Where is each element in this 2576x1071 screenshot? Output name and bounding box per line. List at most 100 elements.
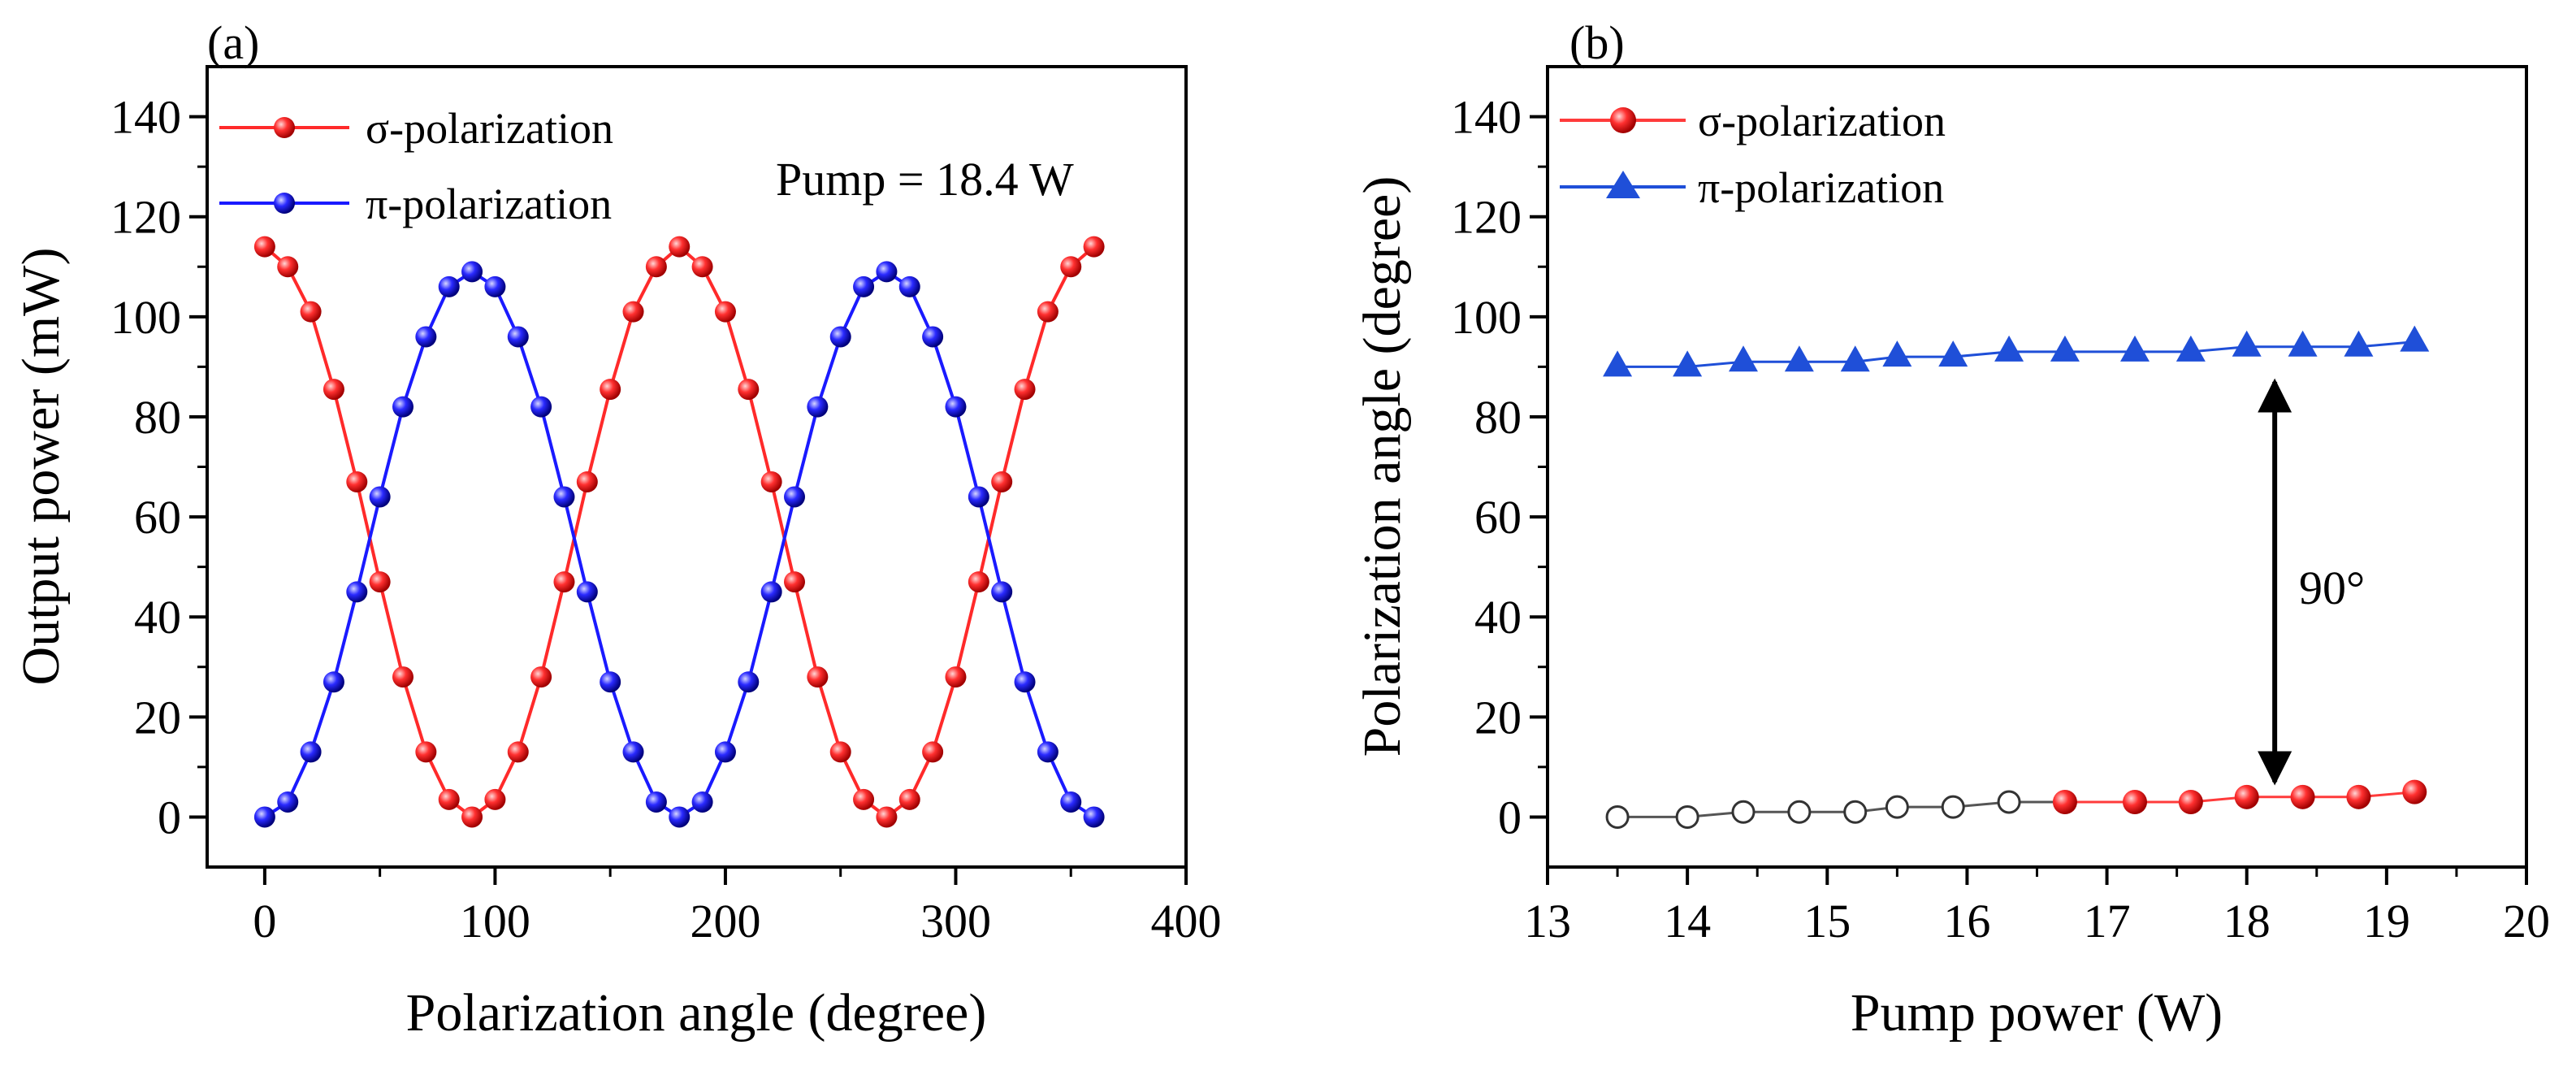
y-tick-label: 100 [110, 291, 181, 344]
y-tick-label: 80 [1474, 391, 1522, 444]
pi-data-point [714, 741, 736, 763]
pi-data-point [2400, 325, 2430, 352]
legend-a-sigma-label: σ-polarization [366, 104, 613, 153]
pi-data-point [829, 326, 851, 348]
sigma-open-data-point [1997, 790, 2021, 814]
pi-data-point [2344, 330, 2374, 357]
pi-data-point [2288, 330, 2318, 357]
panel-a-ylabel: Output power (mW) [11, 248, 71, 686]
x-tick-label: 13 [1524, 895, 1571, 947]
y-tick-label: 140 [110, 91, 181, 144]
sigma-data-point [2290, 784, 2315, 809]
pi-data-point [1840, 345, 1870, 372]
panel-a-ticks: 0 100 200 300 400 0 20 40 60 80 100 120 140 [110, 91, 1222, 947]
x-tick-label: 18 [2223, 895, 2271, 947]
legend-a-pi-label: π-polarization [366, 180, 612, 228]
panel-a: (a) 0 100 200 300 400 0 20 40 60 80 100 120 140 Pola… [11, 16, 1222, 1043]
panel-b-series [1603, 325, 2430, 829]
panel-b-90-degree-annotation: 90° [2299, 562, 2365, 614]
y-tick-label: 40 [1474, 591, 1522, 644]
y-tick-label: 0 [158, 791, 181, 843]
legend-b-pi-label: π-polarization [1698, 163, 1944, 212]
sigma-data-point [645, 256, 667, 278]
x-tick-label: 16 [1943, 895, 1990, 947]
pi-data-point [484, 275, 506, 297]
sigma-data-point [438, 788, 460, 810]
x-tick-label: 14 [1664, 895, 1711, 947]
sigma-open-data-point [1731, 800, 1756, 824]
sigma-data-point [1060, 256, 1082, 278]
sigma-data-point [622, 301, 644, 323]
panel-a-xlabel: Polarization angle (degree) [406, 983, 987, 1043]
panel-a-legend: σ-polarization π-polarization [219, 104, 613, 228]
x-tick-label: 300 [920, 895, 991, 947]
pi-data-point [622, 741, 644, 763]
y-tick-label: 80 [134, 391, 181, 444]
sigma-data-point [2234, 784, 2259, 809]
sigma-data-point [784, 571, 805, 593]
sigma-data-point [1014, 379, 1036, 401]
sigma-open-data-point [1787, 800, 1812, 824]
y-tick-label: 20 [1474, 691, 1522, 744]
pi-data-point [323, 671, 344, 693]
sigma-data-point [945, 666, 967, 688]
sigma-data-point [461, 806, 483, 828]
x-tick-label: 100 [460, 895, 530, 947]
pi-data-point [1060, 791, 1082, 813]
sigma-open-data-point [1941, 795, 1965, 819]
pi-data-point [645, 791, 667, 813]
panel-b-legend: σ-polarization π-polarization [1560, 97, 1946, 212]
pi-data-point [991, 581, 1013, 603]
x-tick-label: 15 [1803, 895, 1851, 947]
sigma-data-point [300, 301, 322, 323]
sigma-data-point [253, 236, 275, 258]
sigma-data-point [553, 571, 575, 593]
pi-data-point [1037, 741, 1059, 763]
sigma-data-point [323, 379, 344, 401]
pi-data-point [738, 671, 760, 693]
pi-data-point [300, 741, 322, 763]
legend-b-pi-marker [1606, 171, 1640, 198]
sigma-open-data-point [1843, 800, 1868, 824]
y-tick-label: 140 [1451, 91, 1522, 144]
pi-data-point [784, 486, 805, 508]
x-tick-label: 200 [690, 895, 760, 947]
x-tick-label: 0 [253, 895, 276, 947]
y-tick-label: 120 [1451, 191, 1522, 244]
pi-data-point [600, 671, 621, 693]
pi-data-point [1673, 350, 1703, 377]
panel-b-ylabel: Polarization angle (degree) [1353, 176, 1412, 757]
x-tick-label: 400 [1151, 895, 1222, 947]
sigma-data-point [714, 301, 736, 323]
sigma-data-point [2346, 784, 2371, 809]
pi-data-point [898, 275, 920, 297]
pi-data-point [968, 486, 989, 508]
pi-data-point [369, 486, 391, 508]
panel-b-plot-frame [1546, 65, 2528, 869]
pi-data-point [530, 396, 552, 418]
pi-data-point [807, 396, 829, 418]
sigma-data-point [530, 666, 552, 688]
sigma-open-data-point [1885, 795, 1909, 819]
y-tick-label: 20 [134, 691, 181, 744]
sigma-data-point [600, 379, 621, 401]
sigma-data-point [829, 741, 851, 763]
sigma-data-point [760, 470, 782, 492]
panel-a-pump-annotation: Pump = 18.4 W [776, 153, 1074, 206]
sigma-open-data-point [1605, 804, 1630, 829]
pi-data-point [2050, 335, 2080, 362]
pi-data-point [1994, 335, 2024, 362]
panel-b: (b) 13 14 15 16 17 18 19 20 0 20 40 60 80 100 120 140 P… [1353, 16, 2550, 1043]
sigma-data-point [484, 788, 506, 810]
series-line-sigma [263, 245, 1095, 819]
pi-data-point [415, 326, 437, 348]
sigma-data-point [1037, 301, 1059, 323]
pi-data-point [1882, 340, 1912, 367]
sigma-data-point [807, 666, 829, 688]
sigma-data-point [369, 571, 391, 593]
series-line-pi [263, 270, 1095, 819]
pi-data-point [1729, 345, 1758, 372]
y-tick-label: 60 [1474, 491, 1522, 544]
pi-data-point [669, 806, 691, 828]
